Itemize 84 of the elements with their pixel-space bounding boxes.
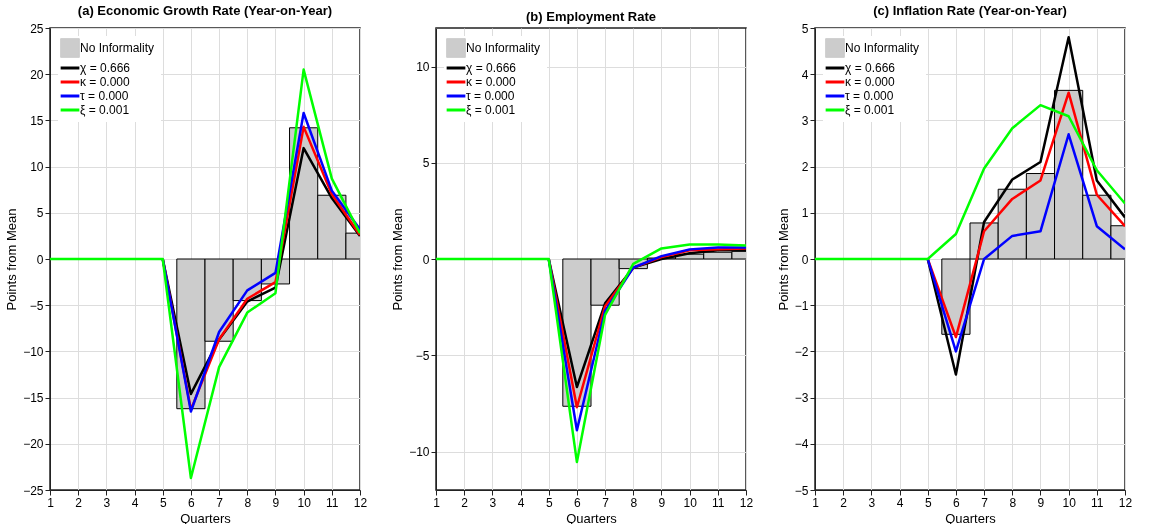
x-tick-label: 10 bbox=[1062, 495, 1077, 510]
chart-title: (a) Economic Growth Rate (Year-on-Year) bbox=[77, 3, 333, 18]
y-tick-label: −15 bbox=[23, 391, 44, 406]
y-tick-label: 25 bbox=[30, 21, 44, 36]
y-tick-label: 5 bbox=[422, 156, 430, 171]
x-tick-label: 9 bbox=[272, 495, 280, 510]
legend-label: ξ = 0.001 bbox=[80, 103, 130, 117]
y-axis-title: Points from Mean bbox=[4, 208, 20, 311]
legend-label: No Informality bbox=[845, 41, 920, 55]
y-tick-label: 0 bbox=[422, 252, 430, 267]
x-tick-label: 11 bbox=[326, 495, 339, 510]
x-tick-label: 12 bbox=[1118, 495, 1133, 510]
legend-label: ξ = 0.001 bbox=[466, 103, 516, 117]
x-tick-label: 9 bbox=[1037, 495, 1045, 510]
x-tick-label: 3 bbox=[103, 495, 111, 510]
legend-label: κ = 0.000 bbox=[466, 75, 517, 89]
y-tick-label: 10 bbox=[416, 60, 430, 74]
y-tick-label: −20 bbox=[23, 437, 44, 452]
x-tick-label: 6 bbox=[574, 495, 582, 510]
y-tick-label: −25 bbox=[23, 483, 44, 498]
legend-label: κ = 0.000 bbox=[845, 75, 896, 89]
x-tick-label: 2 bbox=[461, 495, 469, 510]
x-tick-label: 7 bbox=[981, 495, 989, 510]
x-tick-label: 5 bbox=[924, 495, 932, 510]
y-tick-label: −1 bbox=[794, 298, 809, 313]
x-tick-label: 3 bbox=[489, 495, 497, 510]
y-axis-title: Points from Mean bbox=[775, 208, 791, 311]
x-tick-label: 12 bbox=[353, 495, 368, 510]
x-tick-label: 4 bbox=[131, 495, 139, 510]
x-tick-label: 2 bbox=[75, 495, 83, 510]
legend-label: κ = 0.000 bbox=[80, 75, 131, 89]
x-tick-label: 6 bbox=[188, 495, 196, 510]
legend-label: τ = 0.000 bbox=[80, 89, 129, 103]
y-tick-label: −2 bbox=[794, 344, 809, 359]
x-tick-label: 1 bbox=[433, 495, 441, 510]
y-tick-label: 10 bbox=[30, 160, 44, 175]
y-tick-label: 2 bbox=[801, 160, 809, 175]
y-tick-label: −5 bbox=[415, 348, 430, 363]
x-tick-label: 1 bbox=[47, 495, 55, 510]
x-tick-label: 9 bbox=[658, 495, 666, 510]
legend-label: χ = 0.666 bbox=[845, 61, 896, 75]
legend-label: χ = 0.666 bbox=[80, 61, 131, 75]
x-tick-label: 5 bbox=[545, 495, 553, 510]
x-tick-label: 8 bbox=[244, 495, 252, 510]
x-tick-label: 11 bbox=[1091, 495, 1104, 510]
x-tick-label: 6 bbox=[953, 495, 961, 510]
y-tick-label: 1 bbox=[801, 206, 809, 221]
x-tick-label: 8 bbox=[630, 495, 638, 510]
y-tick-label: 5 bbox=[801, 21, 809, 36]
x-tick-label: 4 bbox=[517, 495, 525, 510]
x-tick-label: 11 bbox=[712, 495, 725, 510]
legend-label: No Informality bbox=[80, 41, 155, 55]
x-tick-label: 7 bbox=[216, 495, 224, 510]
legend-label: No Informality bbox=[466, 41, 541, 55]
y-tick-label: 15 bbox=[30, 113, 44, 128]
x-tick-label: 4 bbox=[896, 495, 904, 510]
legend-label: τ = 0.000 bbox=[466, 89, 515, 103]
legend-label: τ = 0.000 bbox=[845, 89, 894, 103]
x-tick-label: 1 bbox=[812, 495, 820, 510]
y-tick-label: −4 bbox=[794, 437, 809, 452]
y-tick-label: 3 bbox=[801, 113, 809, 128]
x-tick-label: 2 bbox=[840, 495, 848, 510]
y-tick-label: 20 bbox=[30, 67, 44, 82]
x-tick-label: 5 bbox=[159, 495, 167, 510]
legend-label: ξ = 0.001 bbox=[845, 103, 895, 117]
legend-label: χ = 0.666 bbox=[466, 61, 517, 75]
y-tick-label: −5 bbox=[794, 483, 809, 498]
x-tick-label: 7 bbox=[602, 495, 610, 510]
y-tick-label: 4 bbox=[801, 67, 809, 82]
chart-title: (b) Employment Rate bbox=[525, 9, 657, 24]
x-tick-label: 10 bbox=[683, 495, 698, 510]
x-tick-label: 3 bbox=[868, 495, 876, 510]
y-axis-title: Points from Mean bbox=[390, 208, 406, 311]
y-tick-label: −10 bbox=[409, 445, 430, 459]
x-tick-label: 10 bbox=[297, 495, 312, 510]
x-tick-label: 12 bbox=[739, 495, 754, 510]
y-tick-label: 0 bbox=[801, 252, 809, 267]
y-tick-label: −10 bbox=[23, 344, 44, 359]
y-tick-label: −3 bbox=[794, 391, 809, 406]
y-tick-label: 5 bbox=[36, 206, 44, 221]
y-tick-label: 0 bbox=[36, 252, 44, 267]
x-tick-label: 8 bbox=[1009, 495, 1017, 510]
chart-title: (c) Inflation Rate (Year-on-Year) bbox=[873, 3, 1067, 18]
y-tick-label: −5 bbox=[29, 298, 44, 313]
